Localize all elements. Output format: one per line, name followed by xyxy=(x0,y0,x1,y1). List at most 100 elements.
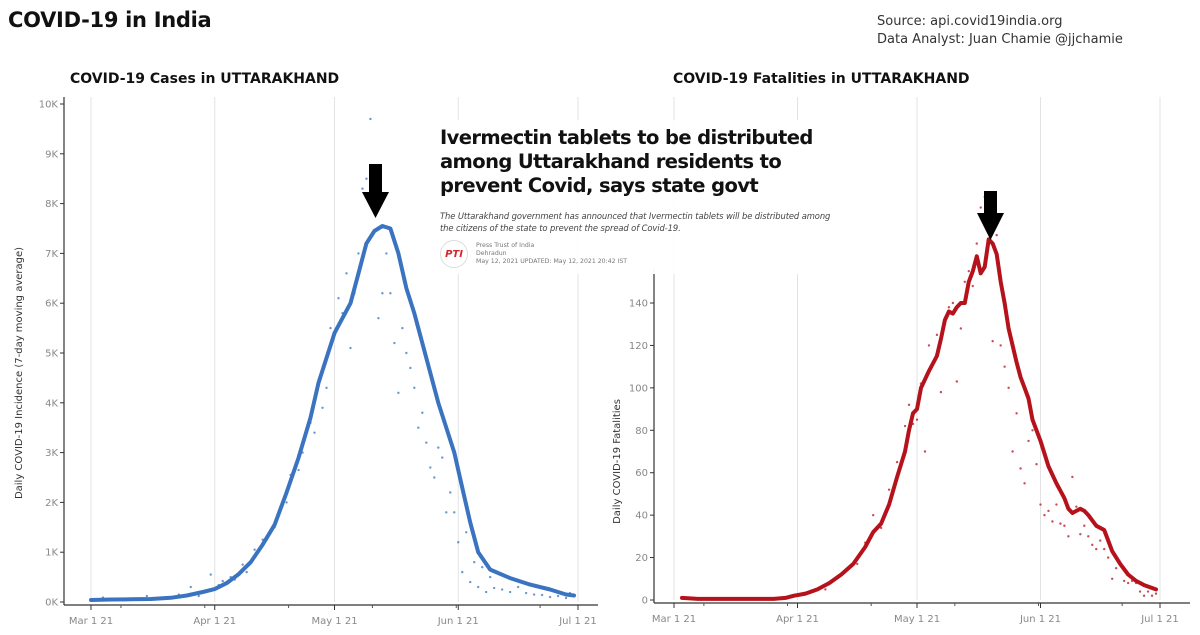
fatalities-daily-point xyxy=(1154,592,1158,595)
cases-daily-point xyxy=(385,252,388,255)
cases-daily-point xyxy=(401,326,404,330)
cases-daily-point xyxy=(241,563,244,566)
fatalities-daily-point xyxy=(1087,535,1090,538)
cases-daily-point xyxy=(377,316,380,320)
peak-arrow-fatalities-icon xyxy=(977,191,1004,240)
cases-daily-point xyxy=(453,511,456,514)
fatalities-daily-point xyxy=(963,280,967,283)
fatalities-x-tick-label: Apr 1 21 xyxy=(776,614,819,625)
fatalities-daily-point xyxy=(1023,482,1026,485)
fatalities-daily-point xyxy=(979,206,982,209)
fatalities-daily-point xyxy=(1063,524,1066,527)
cases-daily-point xyxy=(349,346,352,350)
fatalities-daily-point xyxy=(1095,547,1098,551)
fatalities-daily-point xyxy=(1103,547,1106,551)
cases-daily-point xyxy=(393,341,396,345)
fatalities-daily-point xyxy=(1114,566,1118,570)
cases-daily-point xyxy=(488,575,492,579)
fatalities-daily-point xyxy=(927,344,931,347)
fatalities-daily-point xyxy=(1142,594,1146,597)
source-line: Source: api.covid19india.org xyxy=(877,14,1063,29)
cases-daily-point xyxy=(381,292,384,295)
fatalities-daily-point xyxy=(995,233,998,237)
fatalities-daily-point xyxy=(923,450,927,453)
cases-daily-point xyxy=(397,391,400,395)
fatalities-x-tick-label: Jul 1 21 xyxy=(1140,614,1179,625)
news-article-overlay: Ivermectin tablets to be distributed amo… xyxy=(432,120,848,274)
fatalities-daily-point xyxy=(879,526,883,530)
cases-daily-point xyxy=(484,590,488,594)
cases-daily-point xyxy=(437,446,440,449)
fatalities-daily-point xyxy=(1067,535,1070,538)
fatalities-y-axis-title: Daily COVID-19 Fatalities xyxy=(612,399,623,524)
fatalities-daily-point xyxy=(971,284,974,288)
source-credits: Source: api.covid19india.org Data Analys… xyxy=(877,13,1123,49)
fatalities-daily-point xyxy=(1138,590,1142,593)
fatalities-daily-point xyxy=(1015,412,1018,415)
cases-daily-point xyxy=(500,588,504,591)
news-date: May 12, 2021 UPDATED: May 12, 2021 20:42… xyxy=(476,258,628,265)
fatalities-y-tick-label: 80 xyxy=(635,426,648,437)
fatalities-daily-point xyxy=(951,301,955,305)
cases-daily-point xyxy=(477,585,480,589)
cases-daily-point xyxy=(445,511,448,514)
cases-daily-point xyxy=(516,585,520,589)
fatalities-daily-point xyxy=(1107,556,1110,559)
cases-daily-point xyxy=(321,406,324,409)
fatalities-chart-title: COVID-19 Fatalities in UTTARAKHAND xyxy=(673,71,970,87)
cases-daily-point xyxy=(465,531,468,534)
fatalities-daily-point xyxy=(955,380,959,383)
fatalities-daily-point xyxy=(887,488,891,491)
fatalities-daily-point xyxy=(1003,365,1006,368)
fatalities-daily-point xyxy=(947,306,951,309)
news-agency: Press Trust of India xyxy=(476,242,535,249)
cases-y-tick-label: 0K xyxy=(45,598,58,609)
fatalities-y-tick-label: 60 xyxy=(635,468,648,479)
cases-y-tick-label: 8K xyxy=(45,199,58,210)
cases-y-tick-label: 4K xyxy=(45,398,58,409)
fatalities-daily-point xyxy=(903,424,907,428)
cases-x-tick-label: Apr 1 21 xyxy=(193,616,236,627)
fatalities-daily-point xyxy=(1055,503,1058,506)
cases-daily-point xyxy=(313,431,316,434)
cases-daily-point xyxy=(508,590,512,594)
cases-daily-point xyxy=(361,187,364,190)
cases-daily-point xyxy=(524,591,528,595)
fatalities-daily-point xyxy=(967,269,970,273)
cases-daily-point xyxy=(425,441,428,444)
cases-daily-point xyxy=(365,177,368,180)
cases-daily-point xyxy=(245,570,248,574)
cases-daily-point xyxy=(345,272,348,275)
news-location: Dehradun xyxy=(476,250,507,257)
cases-daily-point xyxy=(421,411,424,414)
cases-x-tick-label: May 1 21 xyxy=(311,616,357,627)
fatalities-daily-point xyxy=(895,460,899,464)
cases-daily-point xyxy=(469,580,472,584)
fatalities-daily-point xyxy=(907,403,911,407)
fatalities-daily-point xyxy=(1075,505,1078,508)
fatalities-daily-point xyxy=(1110,577,1114,580)
pti-logo-icon: PTI xyxy=(440,240,468,268)
cases-daily-point xyxy=(429,466,432,469)
fatalities-x-tick-label: Jun 1 21 xyxy=(1019,614,1061,625)
cases-y-axis-title: Daily COVID-19 Incidence (7-day moving a… xyxy=(14,247,25,499)
fatalities-daily-point xyxy=(935,333,939,337)
fatalities-y-tick-label: 40 xyxy=(635,511,648,522)
page-title: COVID-19 in India xyxy=(8,8,212,32)
peak-arrow-cases-icon xyxy=(362,164,389,218)
fatalities-daily-point xyxy=(1071,475,1074,479)
fatalities-daily-point xyxy=(915,418,919,421)
cases-daily-point xyxy=(417,426,420,429)
cases-y-tick-label: 2K xyxy=(45,498,58,509)
cases-chart-title: COVID-19 Cases in UTTARAKHAND xyxy=(70,71,340,87)
cases-daily-point xyxy=(197,594,200,598)
fatalities-daily-point xyxy=(1047,509,1050,513)
fatalities-daily-point xyxy=(871,513,875,517)
fatalities-x-tick-label: May 1 21 xyxy=(894,614,940,625)
news-byline: PTI Press Trust of India Dehradun May 12… xyxy=(440,240,840,268)
fatalities-daily-point xyxy=(1027,439,1030,443)
news-summary: The Uttarakhand government has announced… xyxy=(440,211,831,233)
cases-daily-point xyxy=(556,594,560,598)
cases-daily-point xyxy=(480,565,484,569)
fatalities-daily-point xyxy=(975,242,978,245)
